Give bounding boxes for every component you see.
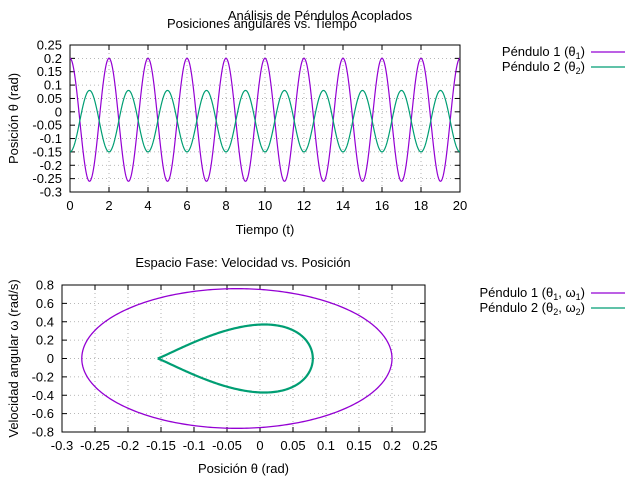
x-tick-label: 0.1 [317, 438, 335, 453]
plot-frame [69, 44, 461, 193]
legend-label-1: Péndulo 1 (θ1, ω1) [480, 285, 585, 302]
y-tick-label: -0.4 [32, 388, 54, 403]
x-tick-label: 6 [183, 198, 190, 213]
x-axis-label: Tiempo (t) [236, 222, 295, 237]
x-axis-label: Posición θ (rad) [198, 461, 289, 476]
figure-title: Análisis de Péndulos Acoplados [228, 8, 413, 23]
y-tick-label: -0.2 [32, 369, 54, 384]
x-tick-label: 12 [297, 198, 311, 213]
y-tick-label: 0.8 [36, 278, 54, 293]
y-tick-label: 0.2 [44, 51, 62, 66]
y-axis-label: Velocidad angular ω (rad/s) [6, 279, 21, 437]
x-tick-label: 10 [258, 198, 272, 213]
y-tick-label: 0.4 [36, 314, 54, 329]
y-tick-label: -0.1 [40, 131, 62, 146]
x-tick-label: -0.15 [146, 438, 176, 453]
y-tick-label: 0.2 [36, 333, 54, 348]
y-tick-label: -0.3 [40, 185, 62, 200]
x-tick-label: -0.3 [51, 438, 73, 453]
phase-curve-2 [157, 323, 314, 394]
y-tick-label: 0.1 [44, 78, 62, 93]
y-tick-label: -0.25 [32, 171, 62, 186]
x-tick-label: 0 [256, 438, 263, 453]
x-tick-label: 14 [336, 198, 350, 213]
legend-label-1: Péndulo 1 (θ1) [502, 44, 585, 61]
x-tick-label: 0.2 [383, 438, 401, 453]
x-tick-label: 0.05 [280, 438, 305, 453]
y-tick-label: 0.25 [37, 38, 62, 53]
x-tick-label: 18 [414, 198, 428, 213]
x-tick-label: 2 [105, 198, 112, 213]
y-tick-label: 0 [47, 351, 54, 366]
x-tick-label: 0.25 [412, 438, 437, 453]
x-tick-label: -0.1 [183, 438, 205, 453]
y-tick-label: 0.6 [36, 296, 54, 311]
y-tick-label: -0.6 [32, 406, 54, 421]
legend-label-2: Péndulo 2 (θ2, ω2) [480, 300, 585, 317]
x-tick-label: 0 [66, 198, 73, 213]
y-tick-label: -0.15 [32, 144, 62, 159]
y-tick-label: -0.05 [32, 118, 62, 133]
phase-curve-1 [81, 288, 393, 429]
y-tick-label: 0.15 [37, 64, 62, 79]
x-tick-label: -0.25 [80, 438, 110, 453]
y-tick-label: 0 [55, 104, 62, 119]
y-axis-label: Posición θ (rad) [6, 73, 21, 164]
x-tick-label: 8 [222, 198, 229, 213]
x-tick-label: -0.05 [212, 438, 242, 453]
chart-title: Posiciones angulares vs. Tiempo [167, 16, 357, 31]
legend-label-2: Péndulo 2 (θ2) [502, 59, 585, 76]
y-tick-label: 0.05 [37, 91, 62, 106]
time-series-chart: Posiciones angulares vs. Tiempo 0 2 4 6 8 10 12… [6, 16, 625, 237]
x-tick-label: -0.2 [117, 438, 139, 453]
y-tick-label: -0.8 [32, 425, 54, 440]
series-line-1 [69, 57, 461, 182]
x-tick-label: 20 [453, 198, 467, 213]
chart-title: Espacio Fase: Velocidad vs. Posición [135, 255, 350, 270]
plot-frame [61, 284, 426, 433]
y-tick-label: -0.2 [40, 158, 62, 173]
phase-space-chart: Espacio Fase: Velocidad vs. Posición -0.3… [6, 255, 625, 476]
series-line-2 [69, 89, 461, 153]
x-tick-label: 16 [375, 198, 389, 213]
x-tick-label: 0.15 [346, 438, 371, 453]
x-tick-label: 4 [144, 198, 151, 213]
